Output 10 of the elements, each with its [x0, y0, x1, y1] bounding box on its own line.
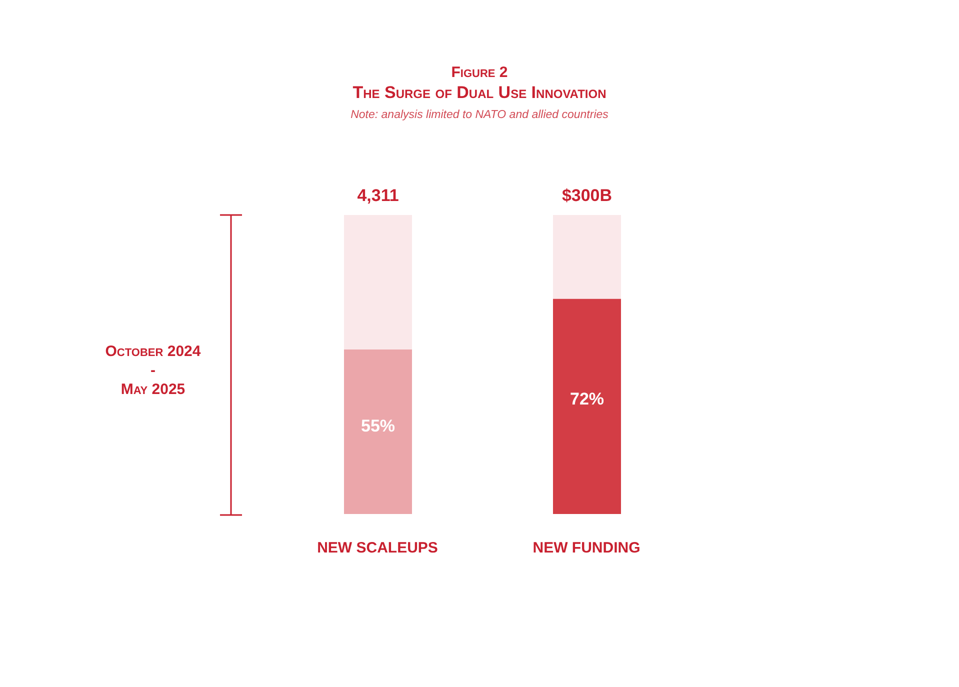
chart-subtitle: The Surge of Dual Use Innovation — [352, 83, 608, 103]
annotation: $300B — [562, 186, 612, 205]
x-tick-label: NEW SCALEUPS — [317, 540, 438, 557]
text: October 2024 - May 2025 — [104, 342, 202, 399]
annotation: 4,311 — [357, 186, 399, 205]
data-label: 72% — [570, 389, 604, 408]
text: Note: analysis limited to NATO and allied countries — [350, 109, 610, 121]
x-tick-label: NEW FUNDING — [532, 540, 640, 557]
data-label: 55% — [360, 416, 396, 436]
chart-title: Figure 2 — [450, 64, 509, 81]
